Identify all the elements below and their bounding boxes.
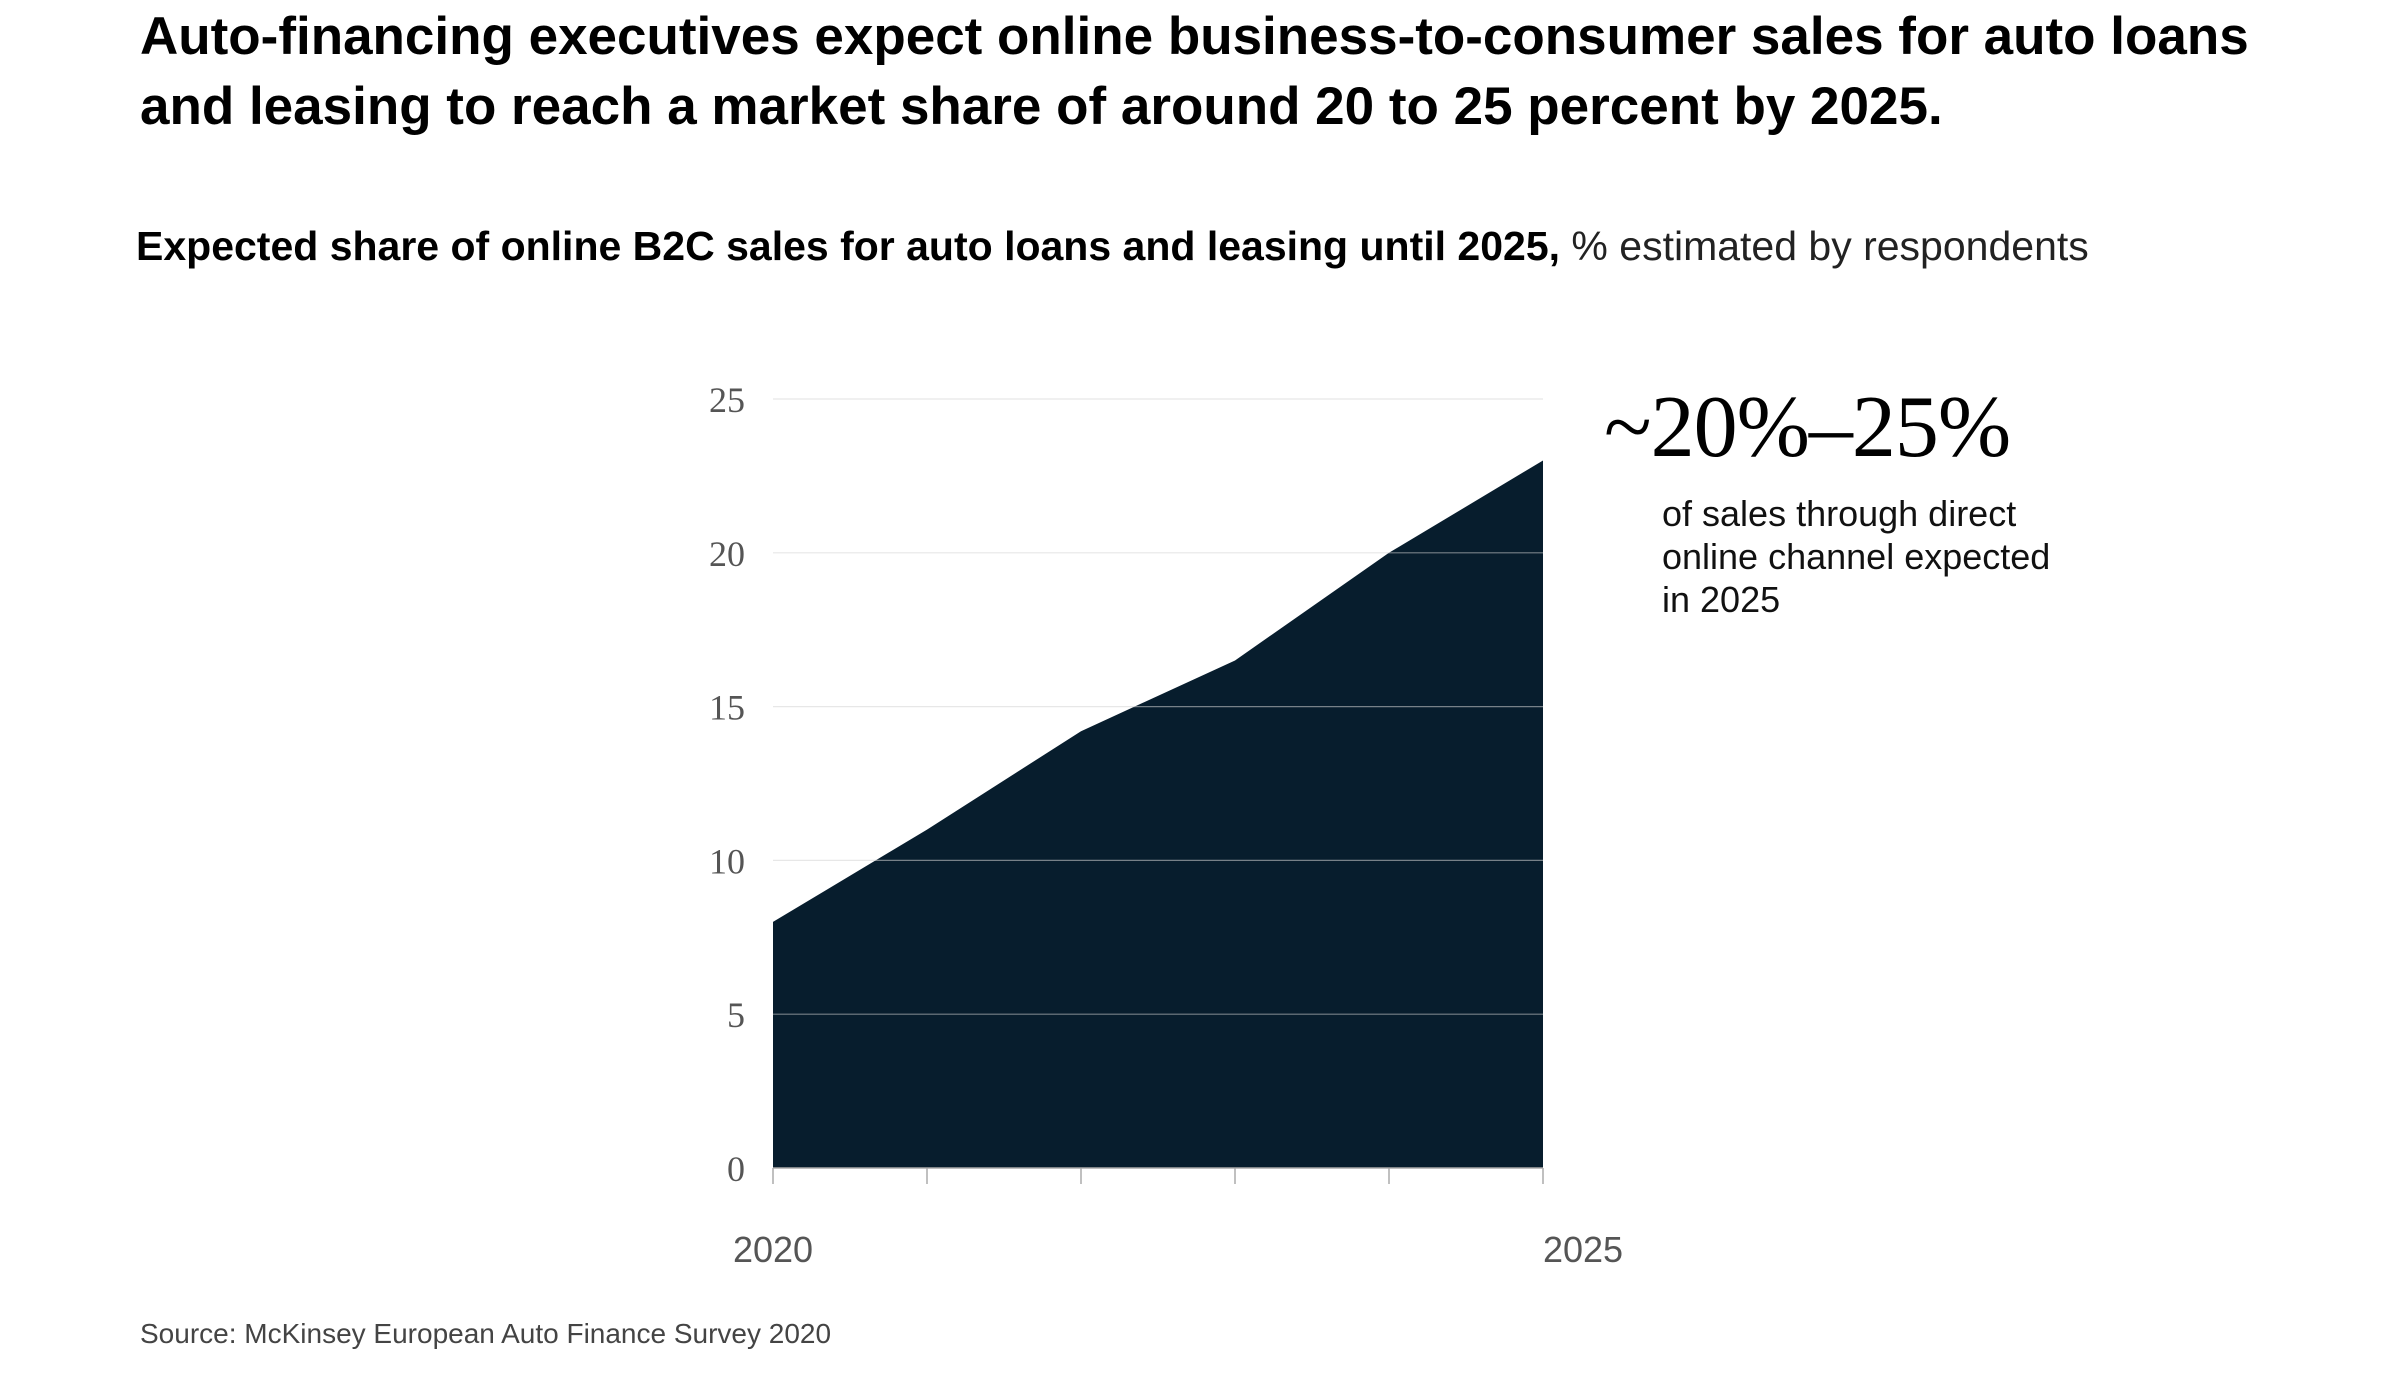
y-tick-label-10: 10	[709, 841, 745, 881]
chart-subtitle-unit: % estimated by respondents	[1571, 223, 2089, 269]
y-tick-label-15: 15	[709, 688, 745, 728]
headline: Auto-financing executives expect online …	[140, 7, 2249, 136]
callout-value: ~20%–25%	[1604, 379, 2011, 476]
y-tick-label-25: 25	[709, 380, 745, 420]
source-note: Source: McKinsey European Auto Finance S…	[140, 1318, 832, 1349]
chart-subtitle: Expected share of online B2C sales for a…	[136, 218, 2336, 274]
chart-subtitle-main: Expected share of online B2C sales for a…	[136, 223, 1561, 269]
callout-text: of sales through direct online channel e…	[1662, 493, 2051, 620]
y-tick-label-5: 5	[727, 995, 745, 1035]
y-tick-label-0: 0	[727, 1149, 745, 1189]
x-tick-label-2025: 2025	[1543, 1229, 1623, 1270]
y-tick-label-20: 20	[709, 534, 745, 574]
area-series	[773, 460, 1543, 1168]
x-tick-label-2020: 2020	[733, 1229, 813, 1270]
